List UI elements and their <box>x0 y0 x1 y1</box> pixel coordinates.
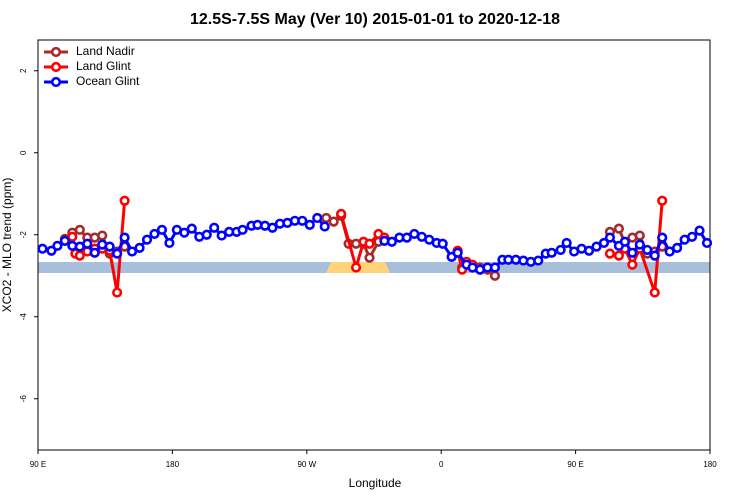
x-tick-label: 0 <box>439 460 444 469</box>
data-point <box>591 241 602 252</box>
data-point <box>364 238 375 249</box>
x-tick-label: 180 <box>166 460 180 469</box>
x-tick-label: 90 E <box>567 460 583 469</box>
y-tick-label: -6 <box>19 395 28 403</box>
data-point <box>141 234 153 245</box>
legend-label: Ocean Glint <box>76 74 140 88</box>
data-point <box>694 225 705 236</box>
data-point <box>657 232 668 243</box>
data-point <box>97 230 108 241</box>
data-point <box>613 223 625 234</box>
x-axis-label: Longitude <box>349 476 402 490</box>
y-tick-label: 0 <box>19 150 28 155</box>
data-point <box>82 238 93 249</box>
x-tick-label: 90 E <box>30 460 46 469</box>
data-point <box>546 247 557 258</box>
data-point <box>186 223 197 234</box>
data-point <box>74 250 85 261</box>
data-point <box>134 242 145 253</box>
data-point <box>619 236 630 247</box>
legend-label: Land Nadir <box>76 44 135 58</box>
data-point <box>604 248 616 259</box>
data-point <box>328 216 339 227</box>
data-point <box>297 215 308 226</box>
data-point <box>201 229 212 240</box>
data-point <box>634 239 645 250</box>
y-tick-label: 2 <box>19 68 28 73</box>
legend-label: Land Glint <box>76 59 131 73</box>
data-point <box>489 270 501 281</box>
data-point <box>89 247 100 258</box>
data-point <box>149 228 160 240</box>
data-point <box>561 237 572 249</box>
data-point <box>164 237 175 249</box>
data-point <box>216 230 227 241</box>
legend-marker <box>50 76 62 88</box>
data-point <box>209 222 220 233</box>
data-point <box>67 231 78 242</box>
x-tick-label: 90 W <box>297 460 316 469</box>
data-point <box>604 232 616 243</box>
data-point <box>112 287 123 298</box>
data-point <box>627 247 638 258</box>
data-point <box>452 247 463 258</box>
data-point <box>533 255 544 266</box>
data-point <box>701 237 713 249</box>
data-point <box>237 224 248 235</box>
data-point <box>364 252 375 263</box>
data-point <box>119 195 130 206</box>
data-point <box>59 235 70 246</box>
y-tick-label: -2 <box>19 231 28 239</box>
data-point <box>613 250 625 261</box>
data-point <box>156 224 168 235</box>
data-point <box>489 262 501 273</box>
data-point <box>179 227 190 238</box>
data-point <box>350 262 362 273</box>
data-point <box>672 242 683 253</box>
data-point <box>112 248 123 259</box>
legend-marker <box>50 46 62 58</box>
x-tick-label: 180 <box>703 460 717 469</box>
data-point <box>304 219 315 231</box>
data-point <box>52 240 63 251</box>
data-point <box>583 245 595 256</box>
y-tick-label: -4 <box>19 313 28 321</box>
data-point <box>437 238 448 249</box>
data-point <box>555 244 566 256</box>
data-point <box>627 259 638 270</box>
data-point <box>642 244 653 256</box>
data-point <box>664 246 675 257</box>
data-point <box>74 224 85 235</box>
data-point <box>126 246 138 257</box>
data-point <box>336 208 347 219</box>
data-point <box>386 236 398 247</box>
data-point <box>634 230 645 241</box>
data-point <box>119 232 130 243</box>
data-point <box>37 243 48 254</box>
data-point <box>686 231 698 242</box>
data-point <box>649 250 660 261</box>
y-axis-label: XCO2 - MLO trend (ppm) <box>0 178 14 313</box>
data-point <box>657 195 668 206</box>
legend-marker <box>50 61 62 73</box>
data-point <box>267 222 278 233</box>
data-point <box>598 237 610 249</box>
data-point <box>649 287 660 298</box>
data-point <box>312 212 323 224</box>
data-point <box>319 221 330 232</box>
chart-title: 12.5S-7.5S May (Ver 10) 2015-01-01 to 20… <box>190 11 560 28</box>
data-point <box>401 232 412 243</box>
data-point <box>104 241 115 252</box>
